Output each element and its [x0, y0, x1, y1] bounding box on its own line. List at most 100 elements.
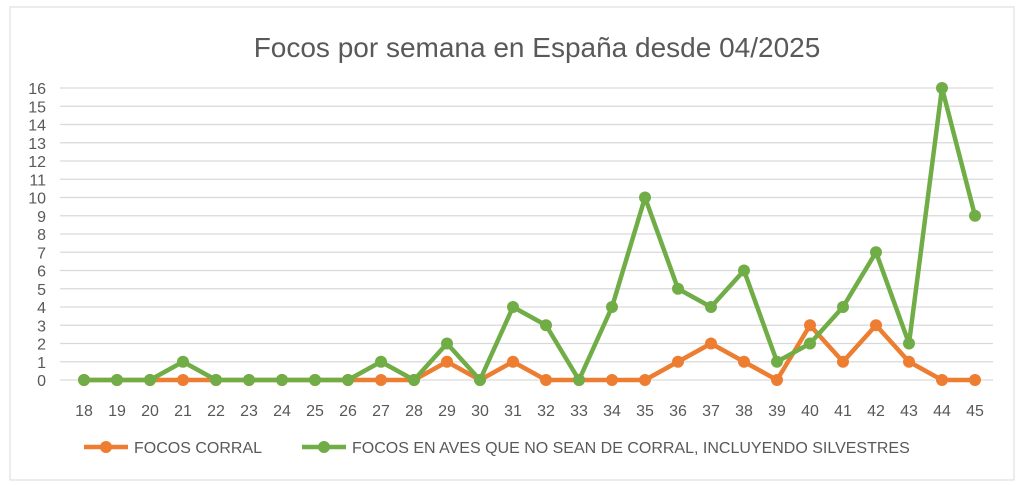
data-point [309, 374, 321, 386]
x-tick-label: 34 [603, 403, 621, 420]
data-point [540, 319, 552, 332]
x-tick-label: 36 [669, 403, 687, 420]
x-tick-label: 35 [636, 403, 654, 420]
chart-border [9, 6, 1015, 481]
y-tick-label: 9 [37, 209, 46, 226]
x-tick-label: 39 [768, 403, 786, 420]
data-point [474, 374, 486, 386]
x-tick-label: 29 [438, 403, 456, 420]
data-point [210, 374, 222, 386]
x-tick-label: 33 [570, 403, 588, 420]
x-tick-label: 38 [735, 403, 753, 420]
data-point [441, 355, 453, 368]
x-tick-label: 41 [834, 403, 852, 420]
data-point [111, 374, 123, 386]
data-point [705, 337, 717, 350]
x-tick-label: 18 [75, 403, 93, 420]
legend-point-marker [100, 441, 112, 453]
data-point [243, 374, 255, 386]
data-point [408, 374, 420, 386]
data-point [903, 355, 915, 368]
x-tick-label: 42 [867, 403, 885, 420]
y-tick-label: 1 [37, 355, 46, 372]
data-point [639, 374, 651, 386]
data-point [969, 374, 981, 386]
data-point [276, 374, 288, 386]
y-tick-label: 4 [37, 300, 46, 317]
y-tick-label: 2 [37, 337, 46, 354]
y-tick-label: 15 [28, 99, 46, 116]
data-point [903, 337, 915, 350]
y-tick-label: 3 [37, 318, 46, 335]
x-tick-label: 44 [933, 403, 951, 420]
legend-point-marker [318, 441, 330, 453]
x-tick-label: 32 [537, 403, 555, 420]
data-point [837, 355, 849, 368]
x-tick-label: 23 [240, 403, 258, 420]
data-point [870, 319, 882, 332]
data-point [375, 355, 387, 368]
data-point [870, 246, 882, 259]
data-point [177, 374, 189, 386]
x-tick-label: 45 [966, 403, 984, 420]
y-tick-label: 14 [28, 118, 46, 135]
x-tick-label: 37 [702, 403, 720, 420]
y-tick-label: 10 [28, 191, 46, 208]
legend-item: FOCOS CORRAL [84, 440, 262, 457]
y-tick-label: 13 [28, 136, 46, 153]
data-point [573, 374, 585, 386]
data-point [177, 355, 189, 368]
x-tick-label: 21 [174, 403, 192, 420]
x-tick-label: 24 [273, 403, 291, 420]
data-point [936, 82, 948, 94]
data-point [804, 319, 816, 332]
x-tick-label: 30 [471, 403, 489, 420]
data-point [144, 374, 156, 386]
data-point [78, 374, 90, 386]
x-tick-label: 20 [141, 403, 159, 420]
y-tick-label: 12 [28, 154, 46, 171]
y-tick-label: 6 [37, 264, 46, 281]
data-point [738, 264, 750, 277]
data-point [837, 301, 849, 313]
y-tick-label: 8 [37, 227, 46, 244]
y-tick-label: 5 [37, 282, 46, 299]
x-tick-label: 31 [504, 403, 522, 420]
chart-title: Focos por semana en España desde 04/2025 [254, 32, 821, 63]
data-point [342, 374, 354, 386]
data-point [969, 209, 981, 222]
data-point [804, 337, 816, 350]
data-point [606, 374, 618, 386]
data-point [672, 282, 684, 295]
x-tick-label: 26 [339, 403, 357, 420]
y-tick-label: 7 [37, 245, 46, 262]
data-point [606, 301, 618, 313]
x-tick-label: 22 [207, 403, 225, 420]
data-point [375, 374, 387, 386]
data-point [936, 374, 948, 386]
y-tick-label: 11 [29, 172, 46, 189]
data-point [507, 301, 519, 313]
x-tick-label: 27 [372, 403, 390, 420]
data-point [441, 337, 453, 350]
data-point [672, 355, 684, 368]
x-tick-label: 43 [900, 403, 918, 420]
y-tick-label: 0 [37, 373, 46, 390]
x-tick-label: 28 [405, 403, 423, 420]
legend-item: FOCOS EN AVES QUE NO SEAN DE CORRAL, INC… [302, 440, 910, 457]
x-tick-label: 25 [306, 403, 324, 420]
data-point [771, 355, 783, 368]
x-tick-label: 19 [108, 403, 126, 420]
legend-label: FOCOS CORRAL [134, 440, 262, 457]
x-tick-label: 40 [801, 403, 819, 420]
legend-label: FOCOS EN AVES QUE NO SEAN DE CORRAL, INC… [352, 440, 910, 457]
data-point [771, 374, 783, 386]
y-tick-label: 16 [28, 81, 46, 98]
data-point [507, 355, 519, 368]
data-point [639, 191, 651, 204]
series-line [84, 85, 978, 383]
data-point [540, 374, 552, 386]
data-point [738, 355, 750, 368]
